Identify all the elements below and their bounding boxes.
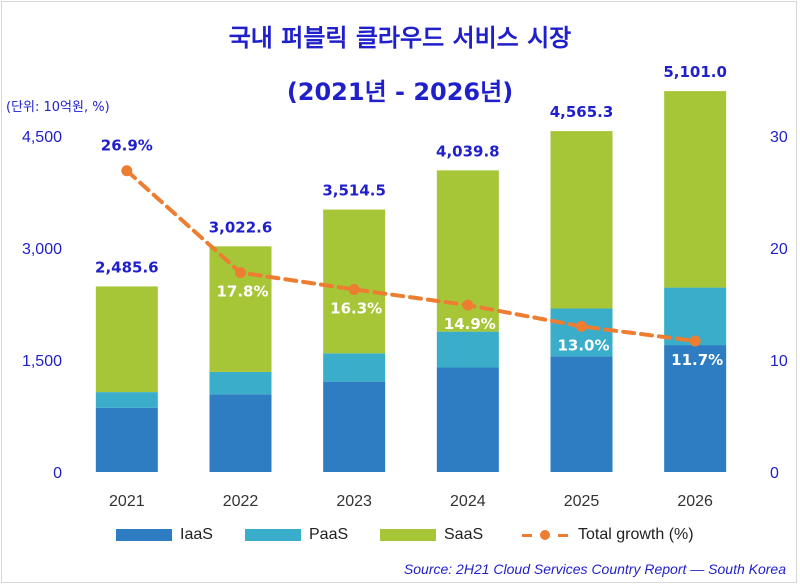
y-left-tick-label: 3,000 bbox=[22, 241, 62, 258]
y-left-tick-label: 1,500 bbox=[22, 353, 62, 370]
growth-label: 13.0% bbox=[557, 336, 609, 354]
legend: IaaS PaaS SaaS Total growth (%) bbox=[0, 526, 800, 546]
legend-label-paas: PaaS bbox=[309, 526, 349, 543]
growth-point bbox=[235, 267, 246, 279]
x-tick-label: 2026 bbox=[677, 493, 713, 510]
growth-line bbox=[124, 168, 698, 343]
bar-iaas bbox=[664, 345, 727, 472]
total-label: 3,022.6 bbox=[209, 218, 273, 236]
bar-iaas bbox=[550, 356, 613, 472]
chart-title: 국내 퍼블릭 클라우드 서비스 시장 bbox=[228, 24, 572, 52]
chart-subtitle: (2021년 - 2026년) bbox=[286, 78, 514, 106]
total-label: 5,101.0 bbox=[663, 63, 727, 81]
y-right-tick-label: 10 bbox=[770, 353, 788, 370]
total-label: 4,565.3 bbox=[550, 103, 614, 121]
growth-point bbox=[576, 320, 587, 332]
x-tick-label: 2025 bbox=[564, 493, 600, 510]
bar-paas bbox=[95, 392, 158, 408]
bar-iaas bbox=[323, 381, 386, 472]
x-tick-label: 2022 bbox=[223, 493, 259, 510]
x-tick-label: 2023 bbox=[336, 493, 372, 510]
growth-label: 11.7% bbox=[671, 351, 723, 369]
legend-label-iaas: IaaS bbox=[180, 526, 213, 543]
growth-label: 16.3% bbox=[330, 299, 382, 317]
bar-iaas bbox=[95, 407, 158, 472]
legend-label-saas: SaaS bbox=[444, 526, 484, 543]
y-right-tick-label: 20 bbox=[770, 241, 788, 258]
bar-paas bbox=[436, 331, 499, 368]
total-label: 4,039.8 bbox=[436, 142, 500, 160]
legend-line-growth bbox=[522, 529, 570, 541]
y-left-tick-label: 4,500 bbox=[22, 129, 62, 146]
growth-label: 14.9% bbox=[444, 315, 496, 333]
legend-swatch-iaas bbox=[116, 529, 172, 541]
bar-paas bbox=[209, 371, 272, 395]
y-right-tick-label: 30 bbox=[770, 129, 788, 146]
bar-saas bbox=[95, 286, 158, 393]
growth-label: 17.8% bbox=[216, 283, 268, 301]
legend-swatch-paas bbox=[245, 529, 301, 541]
x-tick-label: 2024 bbox=[450, 493, 486, 510]
bar-paas bbox=[323, 353, 386, 382]
total-label: 3,514.5 bbox=[322, 182, 386, 200]
legend-item-growth: Total growth (%) bbox=[522, 526, 694, 544]
growth-point bbox=[689, 335, 701, 347]
y-left-tick-label: 0 bbox=[53, 465, 62, 482]
legend-item-paas: PaaS bbox=[245, 526, 348, 544]
x-tick-label: 2021 bbox=[109, 493, 145, 510]
bar-saas bbox=[550, 131, 613, 309]
unit-label: (단위: 10억원, %) bbox=[6, 100, 110, 115]
source-note: Source: 2H21 Cloud Services Country Repo… bbox=[403, 561, 786, 577]
growth-label: 26.9% bbox=[101, 137, 153, 155]
growth-point bbox=[121, 165, 133, 177]
y-right-tick-label: 0 bbox=[770, 465, 779, 482]
legend-item-saas: SaaS bbox=[380, 526, 483, 544]
legend-item-iaas: IaaS bbox=[116, 526, 213, 544]
bar-saas bbox=[323, 209, 386, 354]
total-label: 2,485.6 bbox=[95, 258, 159, 276]
bar-iaas bbox=[209, 394, 272, 472]
legend-label-growth: Total growth (%) bbox=[578, 526, 694, 543]
growth-point bbox=[348, 283, 360, 295]
bar-paas bbox=[550, 308, 613, 357]
bar-saas bbox=[664, 91, 727, 288]
bar-saas bbox=[209, 246, 272, 372]
legend-swatch-saas bbox=[380, 529, 436, 541]
growth-point bbox=[462, 299, 474, 311]
bar-iaas bbox=[436, 367, 499, 472]
